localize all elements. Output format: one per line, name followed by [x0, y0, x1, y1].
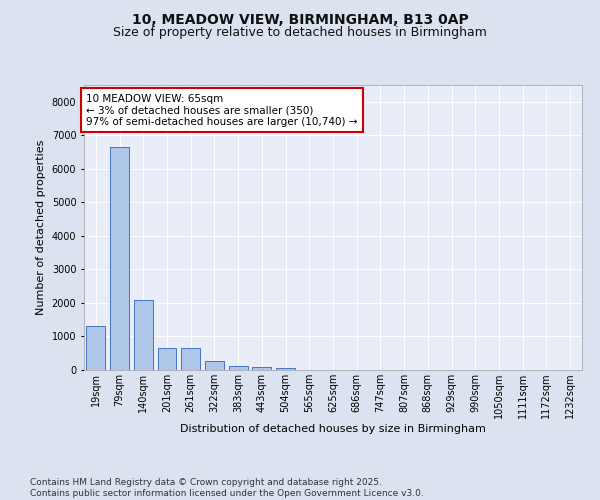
- Bar: [134, 300, 153, 370]
- Text: 10, MEADOW VIEW, BIRMINGHAM, B13 0AP: 10, MEADOW VIEW, BIRMINGHAM, B13 0AP: [131, 12, 469, 26]
- Bar: [181, 348, 200, 370]
- Text: Size of property relative to detached houses in Birmingham: Size of property relative to detached ho…: [113, 26, 487, 39]
- Bar: [253, 366, 271, 370]
- X-axis label: Distribution of detached houses by size in Birmingham: Distribution of detached houses by size …: [180, 424, 486, 434]
- Bar: [86, 326, 106, 370]
- Bar: [158, 348, 176, 370]
- Bar: [229, 366, 248, 370]
- Bar: [110, 147, 129, 370]
- Bar: [205, 361, 224, 370]
- Y-axis label: Number of detached properties: Number of detached properties: [36, 140, 46, 315]
- Text: Contains HM Land Registry data © Crown copyright and database right 2025.
Contai: Contains HM Land Registry data © Crown c…: [30, 478, 424, 498]
- Bar: [276, 368, 295, 370]
- Text: 10 MEADOW VIEW: 65sqm
← 3% of detached houses are smaller (350)
97% of semi-deta: 10 MEADOW VIEW: 65sqm ← 3% of detached h…: [86, 94, 358, 126]
